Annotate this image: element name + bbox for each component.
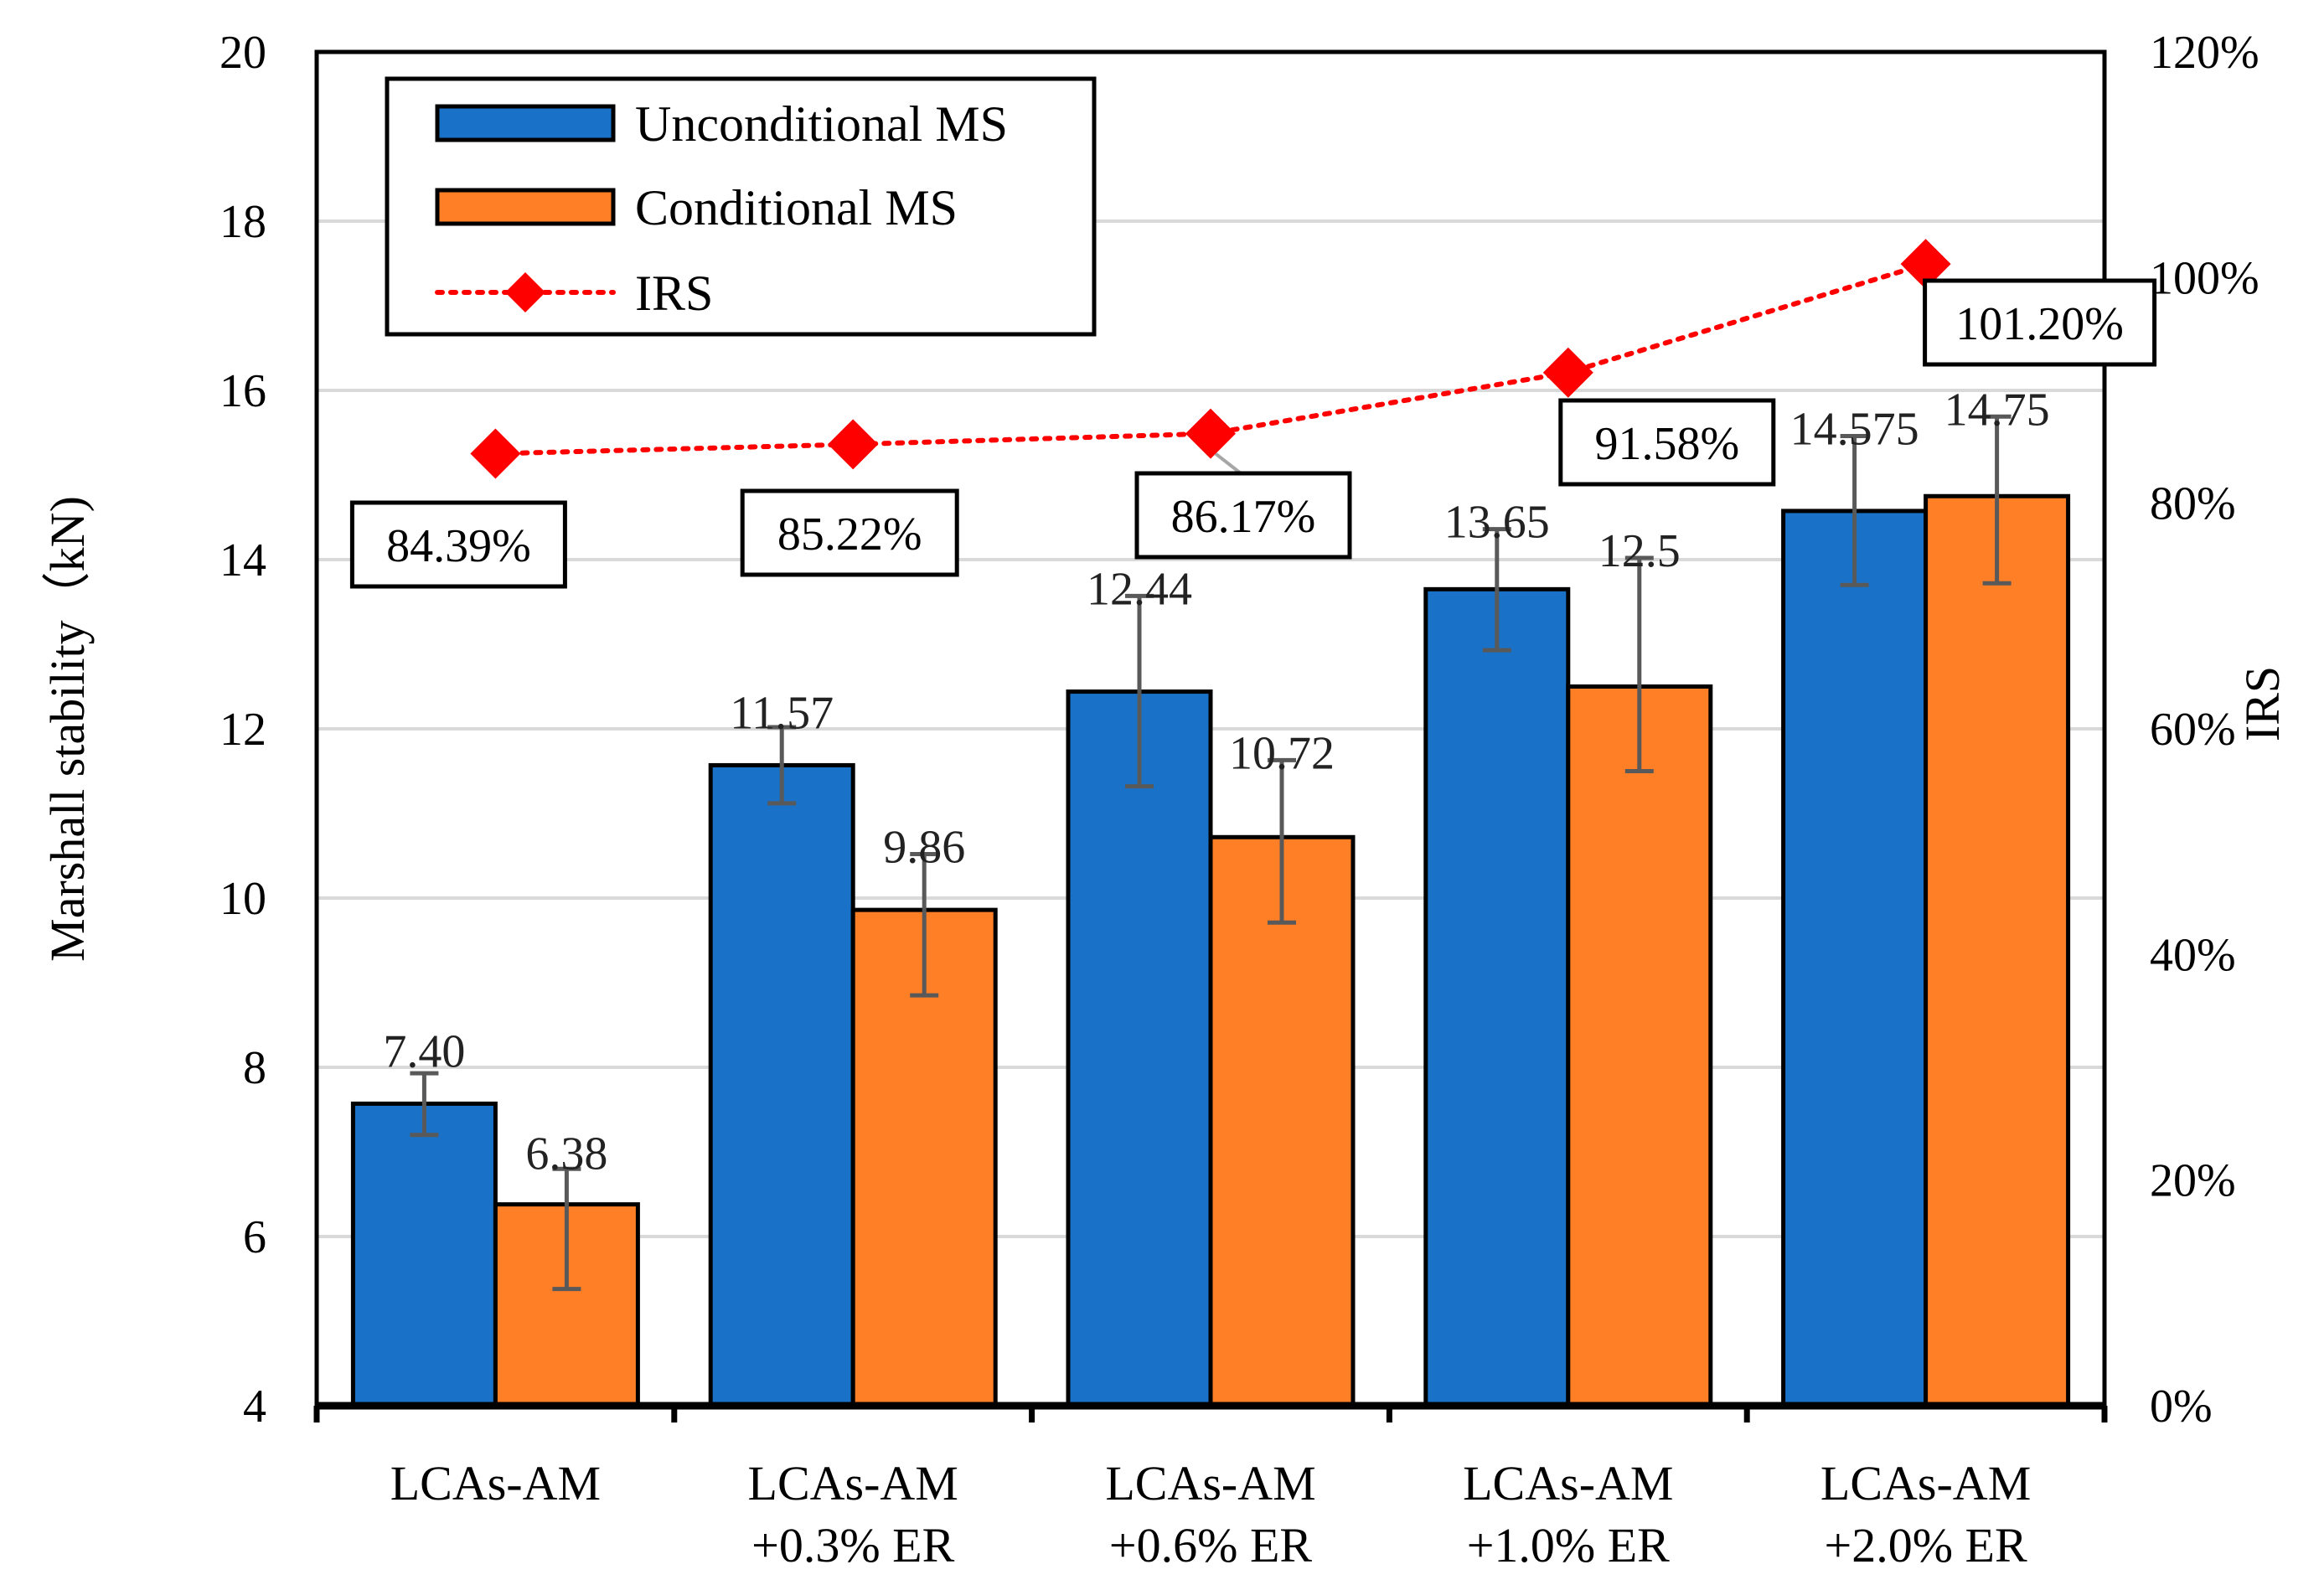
legend-label-2: Conditional MS: [635, 180, 958, 235]
irs-label-1: 84.39%: [386, 520, 531, 572]
irs-label-box-5: [1923, 278, 2157, 367]
irs-label-box-2: [740, 488, 959, 577]
irs-label-4: 91.58%: [1594, 418, 1739, 470]
unconditional-ms-bar-2: [708, 762, 855, 1408]
bar-value-labels: 7.40 11.57 12.44 13.65 14.575 6.38 9.86 10.72 12…: [383, 384, 2049, 1180]
irs-label-2: 85.22%: [777, 509, 922, 560]
y2-axis-title: IRS: [2235, 666, 2290, 741]
y-tick-label: 10: [219, 873, 266, 925]
y-tick-label: 6: [243, 1211, 266, 1263]
error-bars: [410, 414, 2012, 1292]
y-tick-label: 18: [219, 196, 266, 248]
conditional-ms-bar-3: [1208, 834, 1356, 1408]
bars: [350, 493, 2071, 1408]
conditional-ms-label-2: 9.86: [883, 821, 965, 873]
category-label-4: LCAs-AM +1.0% ER: [1463, 1456, 1673, 1572]
irs-label-5: 101.20%: [1955, 298, 2124, 350]
y2-tick-label: 100%: [2150, 252, 2259, 304]
legend-label-3: IRS: [635, 266, 713, 321]
irs-label-3: 86.17%: [1171, 491, 1316, 543]
unconditional-ms-label-1: 7.40: [383, 1025, 465, 1077]
legend-swatch-conditional: [435, 188, 616, 226]
irs-marker-5: [1900, 239, 1951, 290]
unconditional-ms-label-4: 13.65: [1444, 497, 1550, 549]
conditional-ms-label-5: 14.75: [1944, 384, 2050, 436]
y-tick-label: 16: [219, 365, 266, 417]
unconditional-ms-bar-3: [1066, 689, 1213, 1408]
conditional-ms-label-3: 10.72: [1229, 727, 1335, 779]
y-tick-label: 8: [243, 1042, 266, 1094]
irs-marker-1: [470, 428, 521, 479]
axes: 4 6 8 10 12 14 16 18 20 0% 20% 40% 60% 80% 100% 120% LCA…: [40, 27, 2290, 1572]
category-label-5: LCAs-AM +2.0% ER: [1820, 1456, 2031, 1572]
conditional-ms-bar-4: [1566, 684, 1713, 1408]
unconditional-ms-label-3: 12.44: [1087, 563, 1192, 615]
conditional-ms-label-4: 12.5: [1598, 525, 1681, 577]
legend: Unconditional MS Conditional MS IRS: [385, 76, 1097, 337]
irs-label-leader: [1214, 452, 1242, 475]
y2-tick-label: 60%: [2150, 704, 2236, 756]
category-label-2: LCAs-AM +0.3% ER: [748, 1456, 958, 1572]
y2-tick-label: 80%: [2150, 478, 2236, 530]
y-tick-label: 12: [219, 704, 266, 756]
irs-label-box-3: [1134, 471, 1352, 560]
unconditional-ms-bar-1: [350, 1101, 498, 1408]
y-tick-label: 20: [219, 27, 266, 79]
legend-swatch-unconditional: [435, 104, 616, 142]
unconditional-ms-bar-4: [1423, 586, 1571, 1408]
y2-tick-label: 20%: [2150, 1155, 2236, 1207]
unconditional-ms-bar-5: [1781, 509, 1929, 1408]
y-axis-title: Marshall stability（kN): [40, 496, 95, 962]
category-label-1: LCAs-AM: [390, 1456, 601, 1510]
y2-tick-label: 120%: [2150, 27, 2259, 79]
legend-irs-marker: [505, 272, 545, 312]
unconditional-ms-label-5: 14.575: [1790, 404, 1919, 456]
conditional-ms-bar-5: [1924, 493, 2071, 1408]
irs-line: [470, 239, 1951, 479]
irs-label-box-4: [1558, 398, 1776, 487]
y2-tick-label: 0%: [2150, 1381, 2213, 1433]
irs-marker-3: [1185, 408, 1236, 459]
y2-tick-label: 40%: [2150, 929, 2236, 981]
irs-value-labels: 84.39% 85.22% 86.17% 91.58% 101.20%: [349, 278, 2157, 589]
irs-marker-4: [1542, 347, 1593, 398]
unconditional-ms-label-2: 11.57: [730, 687, 834, 739]
y-tick-label: 14: [219, 534, 266, 586]
irs-marker-2: [828, 419, 879, 470]
plot-frame: [314, 49, 2107, 1410]
conditional-ms-label-1: 6.38: [525, 1128, 607, 1180]
category-label-3: LCAs-AM +0.6% ER: [1105, 1456, 1315, 1572]
legend-label-1: Unconditional MS: [635, 96, 1008, 152]
y-tick-label: 4: [243, 1381, 266, 1433]
irs-label-box-1: [349, 500, 567, 589]
